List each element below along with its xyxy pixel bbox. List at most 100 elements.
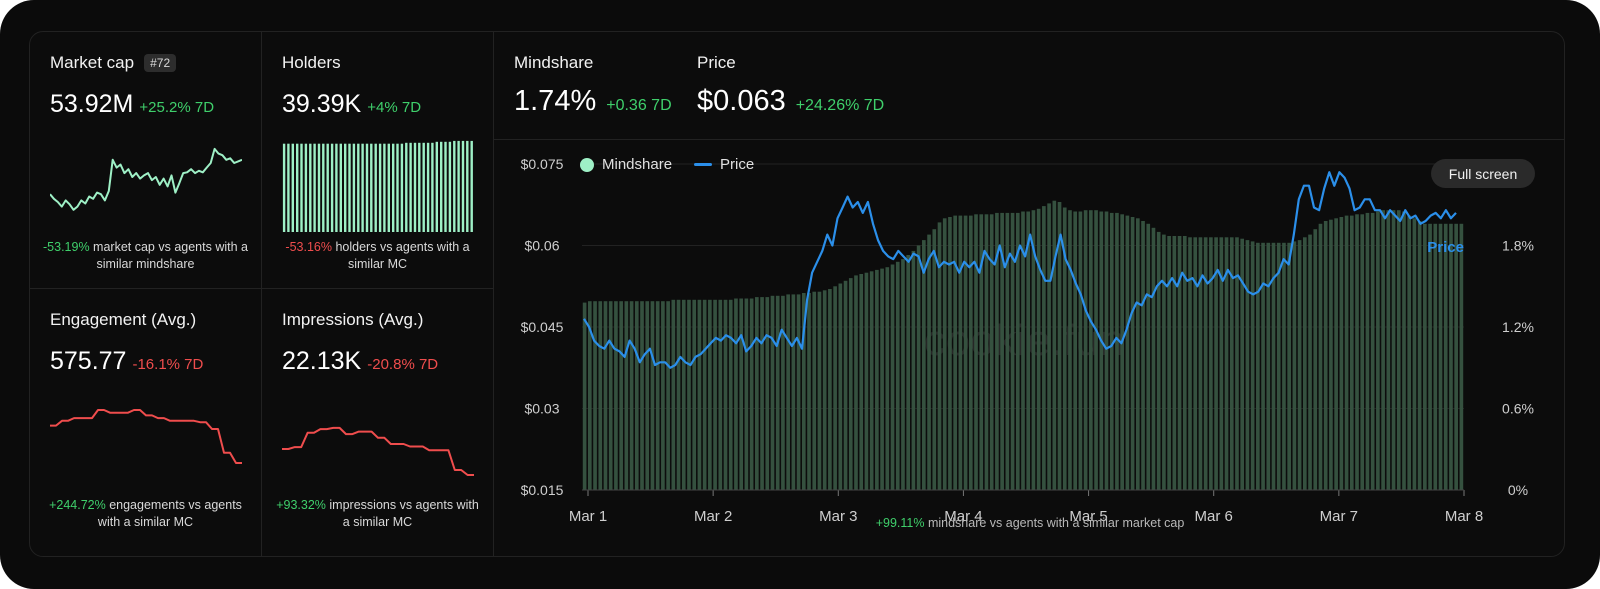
mindshare-bar [937, 222, 942, 490]
holders-bar [422, 142, 425, 232]
mindshare-bar [1172, 236, 1177, 490]
mindshare-bar [744, 298, 749, 490]
mindshare-bar [1203, 237, 1208, 490]
holders-bar [370, 143, 373, 232]
mindshare-price-chart: $0.075 $0.06 $0.045 $0.03 $0.015 1.8% 1.2% 0.6%… [521, 156, 1534, 525]
holders-bar [435, 141, 438, 232]
mindshare-bar [1073, 211, 1078, 490]
mindshare-bar [1266, 242, 1271, 490]
legend-price[interactable]: Price [694, 156, 754, 173]
mindshare-bar [911, 250, 916, 490]
holders-bar [322, 143, 325, 232]
holders-bar [470, 140, 473, 232]
legend-mindshare-label: Mindshare [602, 156, 673, 173]
mindshare-bar [619, 301, 623, 490]
mindshare-bar [781, 295, 785, 490]
engagement-card: Engagement (Avg.) 575.77 -16.1% 7D +244.… [30, 289, 262, 556]
holders-bar [418, 142, 421, 232]
mindshare-metric: Mindshare 1.74% +0.36 7D [514, 53, 672, 118]
mindshare-bar [708, 299, 712, 490]
mindshare-bar [1010, 212, 1015, 490]
chart-comparison-note: +99.11% mindshare vs agents with a simil… [494, 516, 1564, 530]
x-axis-tick-label: Mar 1 [569, 508, 607, 525]
mindshare-bar [739, 298, 743, 490]
mindshare-bar [875, 269, 879, 490]
mindshare-bar [582, 302, 587, 490]
mindshare-bar [807, 293, 811, 490]
mindshare-bar [1089, 210, 1093, 490]
holders-bar [413, 142, 417, 232]
mindshare-bar [1177, 236, 1182, 490]
impressions-card: Impressions (Avg.) 22.13K -20.8% 7D +93.… [262, 289, 494, 556]
mindshare-bar [1224, 237, 1229, 490]
mindshare-bar [984, 214, 989, 491]
mindshare-bar [661, 301, 665, 490]
holders-bar [304, 143, 308, 232]
mindshare-bar [1115, 212, 1119, 490]
mindshare-bar [1323, 221, 1328, 490]
market-cap-delta: +25.2% 7D [139, 99, 215, 116]
mindshare-bar [697, 299, 702, 490]
mindshare-bar [817, 291, 822, 490]
impressions-value-row: 22.13K -20.8% 7D [282, 347, 438, 376]
mindshare-price-chart-section: Mindshare 1.74% +0.36 7D Price $0.063 +2… [494, 32, 1564, 556]
holders-bar [383, 143, 386, 232]
engagement-value: 575.77 [50, 347, 127, 375]
mindshare-bar [906, 255, 911, 490]
price-line-label: Price [1427, 239, 1464, 256]
holders-note-text: holders vs agents with a similar MC [335, 240, 470, 271]
holders-bar [466, 140, 469, 232]
legend-mindshare[interactable]: Mindshare [580, 156, 672, 173]
mindshare-bar [640, 301, 644, 490]
mindshare-bar [786, 294, 790, 490]
mindshare-bar [1057, 202, 1062, 490]
holders-card: Holders 39.39K +4% 7D -53.16% holders vs… [262, 32, 494, 289]
full-screen-button[interactable]: Full screen [1431, 159, 1535, 188]
mindshare-bar [1083, 210, 1088, 490]
holders-bar [352, 143, 356, 232]
mindshare-bar [1094, 210, 1098, 490]
mindshare-bar [1068, 210, 1072, 490]
mindshare-bar [1334, 218, 1338, 491]
holders-title-row: Holders [282, 53, 341, 73]
mindshare-bar [1104, 211, 1109, 490]
holders-bar [365, 143, 369, 232]
mindshare-bar [1344, 215, 1349, 490]
mindshare-bar [885, 267, 890, 490]
mindshare-bar [1099, 211, 1104, 490]
holders-bar [396, 143, 399, 232]
holders-bar [300, 143, 303, 232]
y-axis-left-tick: $0.06 [524, 238, 559, 254]
mindshare-bar [1047, 203, 1051, 490]
holders-bar [400, 143, 404, 232]
price-metric: Price $0.063 +24.26% 7D [697, 53, 884, 118]
mindshare-bar [1156, 231, 1161, 490]
mindshare-bar [1428, 223, 1432, 491]
mindshare-bar [948, 217, 952, 490]
mindshare-bar [922, 240, 926, 490]
mindshare-bar [1365, 212, 1370, 490]
mindshare-bar [1182, 236, 1187, 490]
impressions-title: Impressions (Avg.) [282, 310, 424, 329]
market-cap-sparkline [50, 147, 242, 211]
engagement-note-pct: +244.72% [49, 498, 106, 512]
mindshare-bar [681, 299, 686, 490]
impressions-value: 22.13K [282, 347, 362, 375]
impressions-note-pct: +93.32% [276, 498, 326, 512]
mindshare-bar [1438, 223, 1443, 491]
holders-title: Holders [282, 53, 341, 72]
mindshare-bar [864, 272, 869, 490]
holders-note-pct: -53.16% [285, 240, 332, 254]
mindshare-bar [1214, 237, 1218, 490]
mindshare-bar [1370, 212, 1375, 490]
mindshare-bar [1229, 237, 1234, 490]
mindshare-bar [1120, 214, 1124, 491]
mindshare-bar [1036, 208, 1041, 491]
mindshare-bar [1443, 223, 1448, 491]
mindshare-bar [588, 301, 592, 490]
mindshare-bar [1360, 214, 1365, 491]
mindshare-bar [1412, 218, 1417, 491]
mindshare-bar [1250, 241, 1255, 490]
mindshare-legend-dot [580, 157, 594, 172]
